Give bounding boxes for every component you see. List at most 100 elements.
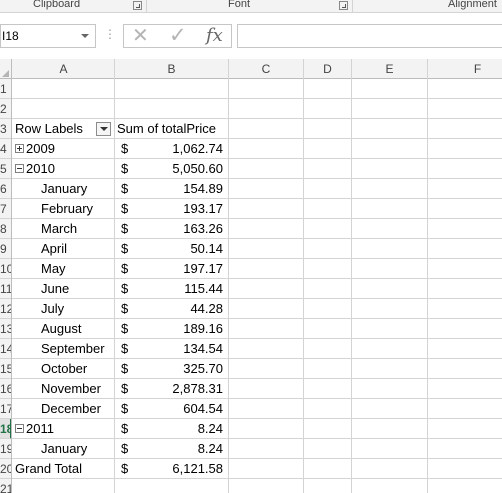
formula-input[interactable] bbox=[237, 24, 502, 48]
ribbon-group-alignment: Alignment bbox=[448, 0, 497, 10]
row-header[interactable]: 7 bbox=[0, 199, 11, 219]
cell-area[interactable]: Row Labels Sum of totalPrice 2009 $1,062.… bbox=[12, 79, 502, 493]
ribbon-divider bbox=[146, 0, 147, 13]
row-header[interactable]: 15 bbox=[0, 359, 11, 379]
currency-symbol: $ bbox=[121, 161, 129, 176]
gridline bbox=[12, 338, 502, 339]
ribbon-group-font: Font bbox=[228, 0, 251, 10]
pivot-row-label: October bbox=[41, 359, 87, 379]
currency-symbol: $ bbox=[121, 321, 129, 336]
pivot-row-value: 193.17 bbox=[183, 201, 223, 216]
name-box[interactable]: I18 bbox=[0, 24, 96, 48]
pivot-row-label: March bbox=[41, 219, 77, 239]
gridline bbox=[12, 278, 502, 279]
pivot-row-label-text: November bbox=[41, 381, 101, 396]
gridline bbox=[12, 178, 502, 179]
row-headers: 123456789101112131415161718192021 bbox=[0, 79, 12, 493]
collapse-icon[interactable] bbox=[15, 424, 24, 433]
pivot-row: December $604.54 bbox=[12, 399, 228, 419]
gridline bbox=[351, 79, 352, 493]
gridline bbox=[12, 238, 502, 239]
pivot-row-value: 604.54 bbox=[183, 401, 223, 416]
pivot-row-label-text: 2011 bbox=[26, 421, 54, 436]
row-header[interactable]: 18 bbox=[0, 419, 11, 439]
gridline bbox=[12, 98, 502, 99]
row-header[interactable]: 21 bbox=[0, 479, 11, 493]
currency-symbol: $ bbox=[121, 261, 129, 276]
row-header[interactable]: 10 bbox=[0, 259, 11, 279]
ribbon-group-clipboard: Clipboard bbox=[33, 0, 81, 10]
pivot-row-label-text: April bbox=[41, 241, 68, 256]
currency-symbol: $ bbox=[121, 281, 129, 296]
row-header[interactable]: 3 bbox=[0, 119, 11, 139]
gridline bbox=[12, 318, 502, 319]
row-labels-filter-button[interactable] bbox=[96, 122, 111, 136]
pivot-row-label-text: 2010 bbox=[26, 161, 55, 176]
gridline bbox=[12, 298, 502, 299]
currency-symbol: $ bbox=[121, 361, 129, 376]
pivot-row-label: December bbox=[41, 399, 101, 419]
row-header[interactable]: 4 bbox=[0, 139, 11, 159]
row-header[interactable]: 16 bbox=[0, 379, 11, 399]
column-header-a[interactable]: A bbox=[13, 59, 115, 79]
row-header[interactable]: 13 bbox=[0, 319, 11, 339]
row-header[interactable]: 8 bbox=[0, 219, 11, 239]
check-icon[interactable]: ✓ bbox=[169, 24, 187, 47]
row-header[interactable]: 9 bbox=[0, 239, 11, 259]
pivot-row-label: August bbox=[41, 319, 81, 339]
pivot-row-value: 5,050.60 bbox=[172, 161, 223, 176]
close-icon[interactable]: ✕ bbox=[132, 25, 149, 47]
pivot-row-value: 8.24 bbox=[197, 421, 223, 436]
pivot-row: April $50.14 bbox=[12, 239, 228, 259]
chevron-down-icon[interactable] bbox=[81, 34, 89, 38]
pivot-row-label: April bbox=[41, 239, 67, 259]
column-header-f[interactable]: F bbox=[428, 59, 502, 79]
column-headers: A B C D E F bbox=[0, 59, 502, 79]
value-field-header: Sum of totalPrice bbox=[117, 121, 216, 136]
column-header-e[interactable]: E bbox=[352, 59, 428, 79]
row-header[interactable]: 1 bbox=[0, 79, 11, 99]
formula-bar-resize-handle[interactable]: ⋮ bbox=[104, 27, 116, 41]
row-header[interactable]: 5 bbox=[0, 159, 11, 179]
row-header[interactable]: 19 bbox=[0, 439, 11, 459]
pivot-row-value: 2,878.31 bbox=[172, 381, 223, 396]
row-header[interactable]: 2 bbox=[0, 99, 11, 119]
currency-symbol: $ bbox=[121, 241, 129, 256]
pivot-row: August $189.16 bbox=[12, 319, 228, 339]
row-header[interactable]: 11 bbox=[0, 279, 11, 299]
select-all-button[interactable] bbox=[0, 59, 12, 79]
pivot-row: October $325.70 bbox=[12, 359, 228, 379]
pivot-row-label-text: Grand Total bbox=[15, 461, 82, 476]
pivot-row-label-text: June bbox=[41, 281, 70, 296]
currency-symbol: $ bbox=[121, 441, 129, 456]
column-header-d[interactable]: D bbox=[304, 59, 352, 79]
currency-symbol: $ bbox=[121, 381, 129, 396]
insert-function-button[interactable]: fx bbox=[206, 25, 223, 46]
pivot-row-value: 50.14 bbox=[190, 241, 223, 256]
ribbon-divider bbox=[352, 0, 353, 13]
gridline bbox=[12, 198, 502, 199]
row-header[interactable]: 17 bbox=[0, 399, 11, 419]
pivot-row: 2011 $8.24 bbox=[12, 419, 228, 439]
gridline bbox=[12, 218, 502, 219]
row-header[interactable]: 20 bbox=[0, 459, 11, 479]
gridline bbox=[228, 79, 229, 493]
currency-symbol: $ bbox=[121, 221, 129, 236]
column-header-b[interactable]: B bbox=[115, 59, 229, 79]
currency-symbol: $ bbox=[121, 401, 129, 416]
gridline bbox=[12, 438, 502, 439]
collapse-icon[interactable] bbox=[15, 164, 24, 173]
gridline bbox=[12, 118, 502, 119]
expand-icon[interactable] bbox=[15, 144, 24, 153]
row-header[interactable]: 14 bbox=[0, 339, 11, 359]
currency-symbol: $ bbox=[121, 461, 129, 476]
font-dialog-launcher-icon[interactable] bbox=[339, 1, 348, 10]
pivot-row-value: 115.44 bbox=[184, 281, 223, 296]
column-header-c[interactable]: C bbox=[229, 59, 304, 79]
currency-symbol: $ bbox=[121, 181, 129, 196]
pivot-row: July $44.28 bbox=[12, 299, 228, 319]
clipboard-dialog-launcher-icon[interactable] bbox=[133, 1, 142, 10]
row-header[interactable]: 6 bbox=[0, 179, 11, 199]
row-header[interactable]: 12 bbox=[0, 299, 11, 319]
pivot-row-value: 154.89 bbox=[183, 181, 223, 196]
